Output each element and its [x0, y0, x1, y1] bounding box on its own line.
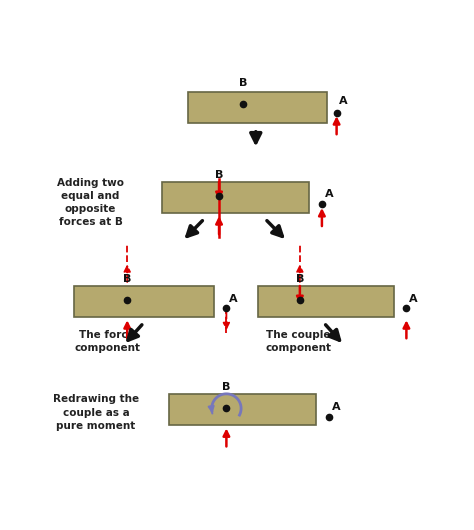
- Text: A: A: [325, 190, 333, 199]
- Text: The force
component: The force component: [74, 330, 140, 352]
- Bar: [162, 182, 309, 213]
- Text: Adding two
equal and
opposite
forces at B: Adding two equal and opposite forces at …: [57, 178, 124, 227]
- Bar: [169, 394, 316, 425]
- Text: B: B: [296, 274, 304, 284]
- Text: B: B: [215, 170, 223, 180]
- Text: Redrawing the
couple as a
pure moment: Redrawing the couple as a pure moment: [53, 394, 139, 431]
- Text: B: B: [123, 274, 131, 284]
- Text: A: A: [229, 294, 237, 304]
- Text: A: A: [409, 294, 418, 304]
- Text: B: B: [239, 78, 247, 88]
- Text: B: B: [222, 382, 230, 392]
- Bar: [74, 286, 213, 316]
- Bar: [258, 286, 393, 316]
- Bar: [188, 92, 328, 123]
- Text: A: A: [339, 96, 348, 107]
- Text: The couple
component: The couple component: [265, 330, 331, 352]
- Text: A: A: [332, 402, 340, 412]
